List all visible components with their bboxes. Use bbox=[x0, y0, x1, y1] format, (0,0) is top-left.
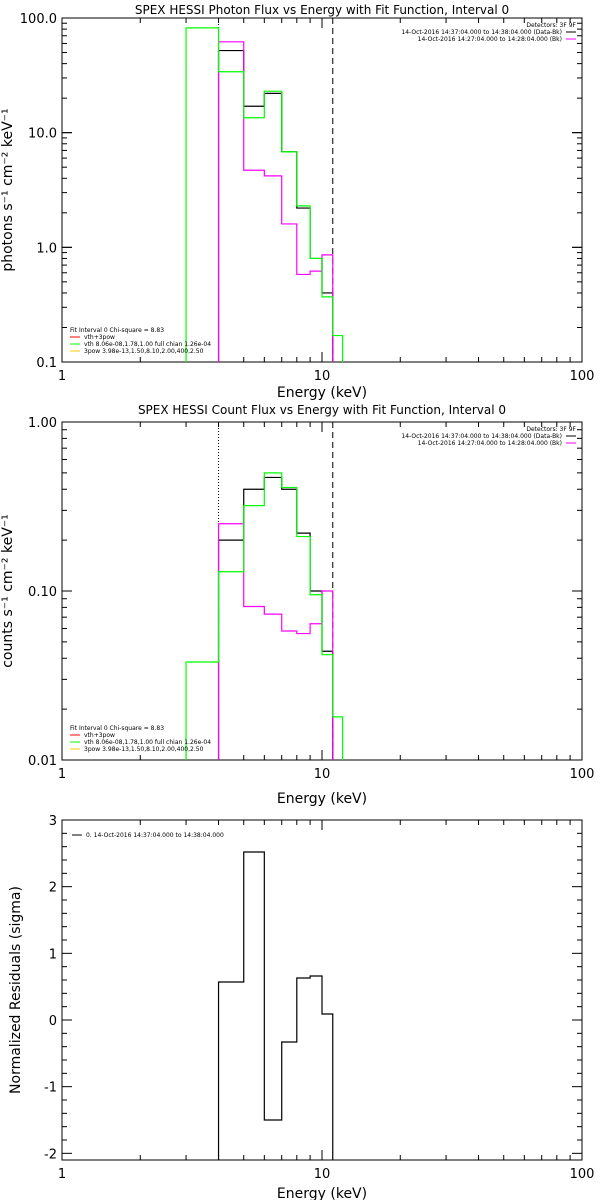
series-step-line bbox=[217, 476, 334, 760]
legend-entry: 14-Oct-2016 14:37:04.000 to 14:38:04.000… bbox=[401, 433, 562, 440]
y-tick-label: 0.10 bbox=[28, 585, 57, 600]
chart-title: SPEX HESSI Photon Flux vs Energy with Fi… bbox=[135, 3, 509, 17]
y-tick-label: -2 bbox=[44, 1147, 57, 1162]
chart-title: SPEX HESSI Count Flux vs Energy with Fit… bbox=[138, 403, 506, 417]
legend-entry: Detectors: 3F 9F bbox=[526, 22, 576, 29]
y-tick-label: 0.01 bbox=[28, 754, 57, 769]
y-axis-label: photons s⁻¹ cm⁻² keV⁻¹ bbox=[0, 108, 16, 271]
x-tick-label: 10 bbox=[314, 767, 331, 782]
legend-entry: Detectors: 3F 9F bbox=[526, 426, 576, 433]
y-tick-label: 3 bbox=[49, 814, 57, 829]
series-green bbox=[185, 27, 344, 362]
x-axis-label: Energy (keV) bbox=[277, 791, 367, 807]
chart-panel-3: 1 10 100 -2 -1 0 1 2 3 Energy (keV) Normalized Res… bbox=[8, 814, 594, 1200]
x-tick-label: 1 bbox=[58, 369, 66, 384]
x-axis-label: Energy (keV) bbox=[277, 385, 367, 401]
x-axis-label: Energy (keV) bbox=[277, 1186, 367, 1200]
series-residuals bbox=[217, 851, 334, 1160]
legend-entry: 14-Oct-2016 14:27:04.000 to 14:28:04.000… bbox=[418, 36, 562, 43]
series-step-line bbox=[185, 27, 344, 362]
legend-entry: vth 8.06e-08,1.78,1.00 full chian 1.26e-… bbox=[84, 739, 211, 746]
legend-legend_bottom_left: Fit Interval 0 Chi-square = 8.83vth+3pow… bbox=[70, 725, 211, 753]
y-tick-label: 100.0 bbox=[20, 12, 57, 27]
series-step-line bbox=[217, 523, 334, 760]
series-magenta bbox=[217, 523, 334, 760]
legend-entry: 14-Oct-2016 14:37:04.000 to 14:38:04.000… bbox=[401, 29, 562, 36]
series-magenta bbox=[217, 41, 334, 362]
legend-entry: 0. 14-Oct-2016 14:37:04.000 to 14:38:04.… bbox=[86, 832, 224, 839]
y-tick-label: 2 bbox=[49, 881, 57, 896]
legend-entry: 3pow 3.98e-13,1.50,8.10,2.00,400,2.50 bbox=[84, 348, 204, 355]
legend-legend_top_left: 0. 14-Oct-2016 14:37:04.000 to 14:38:04.… bbox=[72, 832, 224, 839]
series-step-line bbox=[217, 851, 334, 1160]
series-black bbox=[217, 476, 334, 760]
x-tick-label: 1 bbox=[58, 1167, 66, 1182]
chart-panel-2: 1 10 100 0.01 0.10 1.00 SPEX HESSI Count Flux … bbox=[0, 403, 594, 807]
x-tick-label: 10 bbox=[314, 369, 331, 384]
series-step-line bbox=[217, 49, 334, 362]
y-tick-label: 1 bbox=[49, 947, 57, 962]
x-tick-label: 100 bbox=[570, 369, 595, 384]
y-axis-label: Normalized Residuals (sigma) bbox=[8, 886, 24, 1094]
series-step-line bbox=[185, 472, 344, 760]
legend-legend_bottom_left: Fit Interval 0 Chi-square = 8.83vth+3pow… bbox=[70, 327, 211, 355]
y-tick-label: 0 bbox=[49, 1014, 57, 1029]
series-step-line bbox=[217, 41, 334, 362]
legend-entry: vth+3pow bbox=[84, 334, 115, 341]
plot-area bbox=[217, 851, 334, 1160]
legend-entry: 3pow 3.98e-13,1.50,8.10,2.00,400,2.50 bbox=[84, 746, 204, 753]
plot-frame bbox=[61, 17, 583, 363]
legend-entry: vth 8.06e-08,1.78,1.00 full chian 1.26e-… bbox=[84, 341, 211, 348]
x-tick-label: 100 bbox=[570, 767, 595, 782]
series-green bbox=[185, 472, 344, 760]
legend-entry: Fit Interval 0 Chi-square = 8.83 bbox=[70, 327, 164, 334]
y-tick-label: 0.1 bbox=[36, 356, 57, 371]
y-tick-label: 10.0 bbox=[28, 127, 57, 142]
y-tick-label: -1 bbox=[44, 1081, 57, 1096]
y-axis-label: counts s⁻¹ cm⁻² keV⁻¹ bbox=[0, 514, 16, 668]
series-black bbox=[217, 49, 334, 362]
chart-panel-1: 1 10 100 0.1 1.0 10.0 100.0 SPEX HESSI Photon F… bbox=[0, 3, 594, 401]
legend-entry: 14-Oct-2016 14:27:04.000 to 14:28:04.000… bbox=[418, 440, 562, 447]
plot-area bbox=[185, 422, 344, 760]
x-tick-label: 1 bbox=[58, 767, 66, 782]
x-tick-label: 10 bbox=[314, 1167, 331, 1182]
y-tick-label: 1.0 bbox=[36, 241, 57, 256]
legend-entry: vth+3pow bbox=[84, 732, 115, 739]
plot-area bbox=[185, 18, 344, 362]
x-tick-label: 100 bbox=[570, 1167, 595, 1182]
y-tick-label: 1.00 bbox=[28, 416, 57, 431]
legend-entry: Fit Interval 0 Chi-square = 8.83 bbox=[70, 725, 164, 732]
